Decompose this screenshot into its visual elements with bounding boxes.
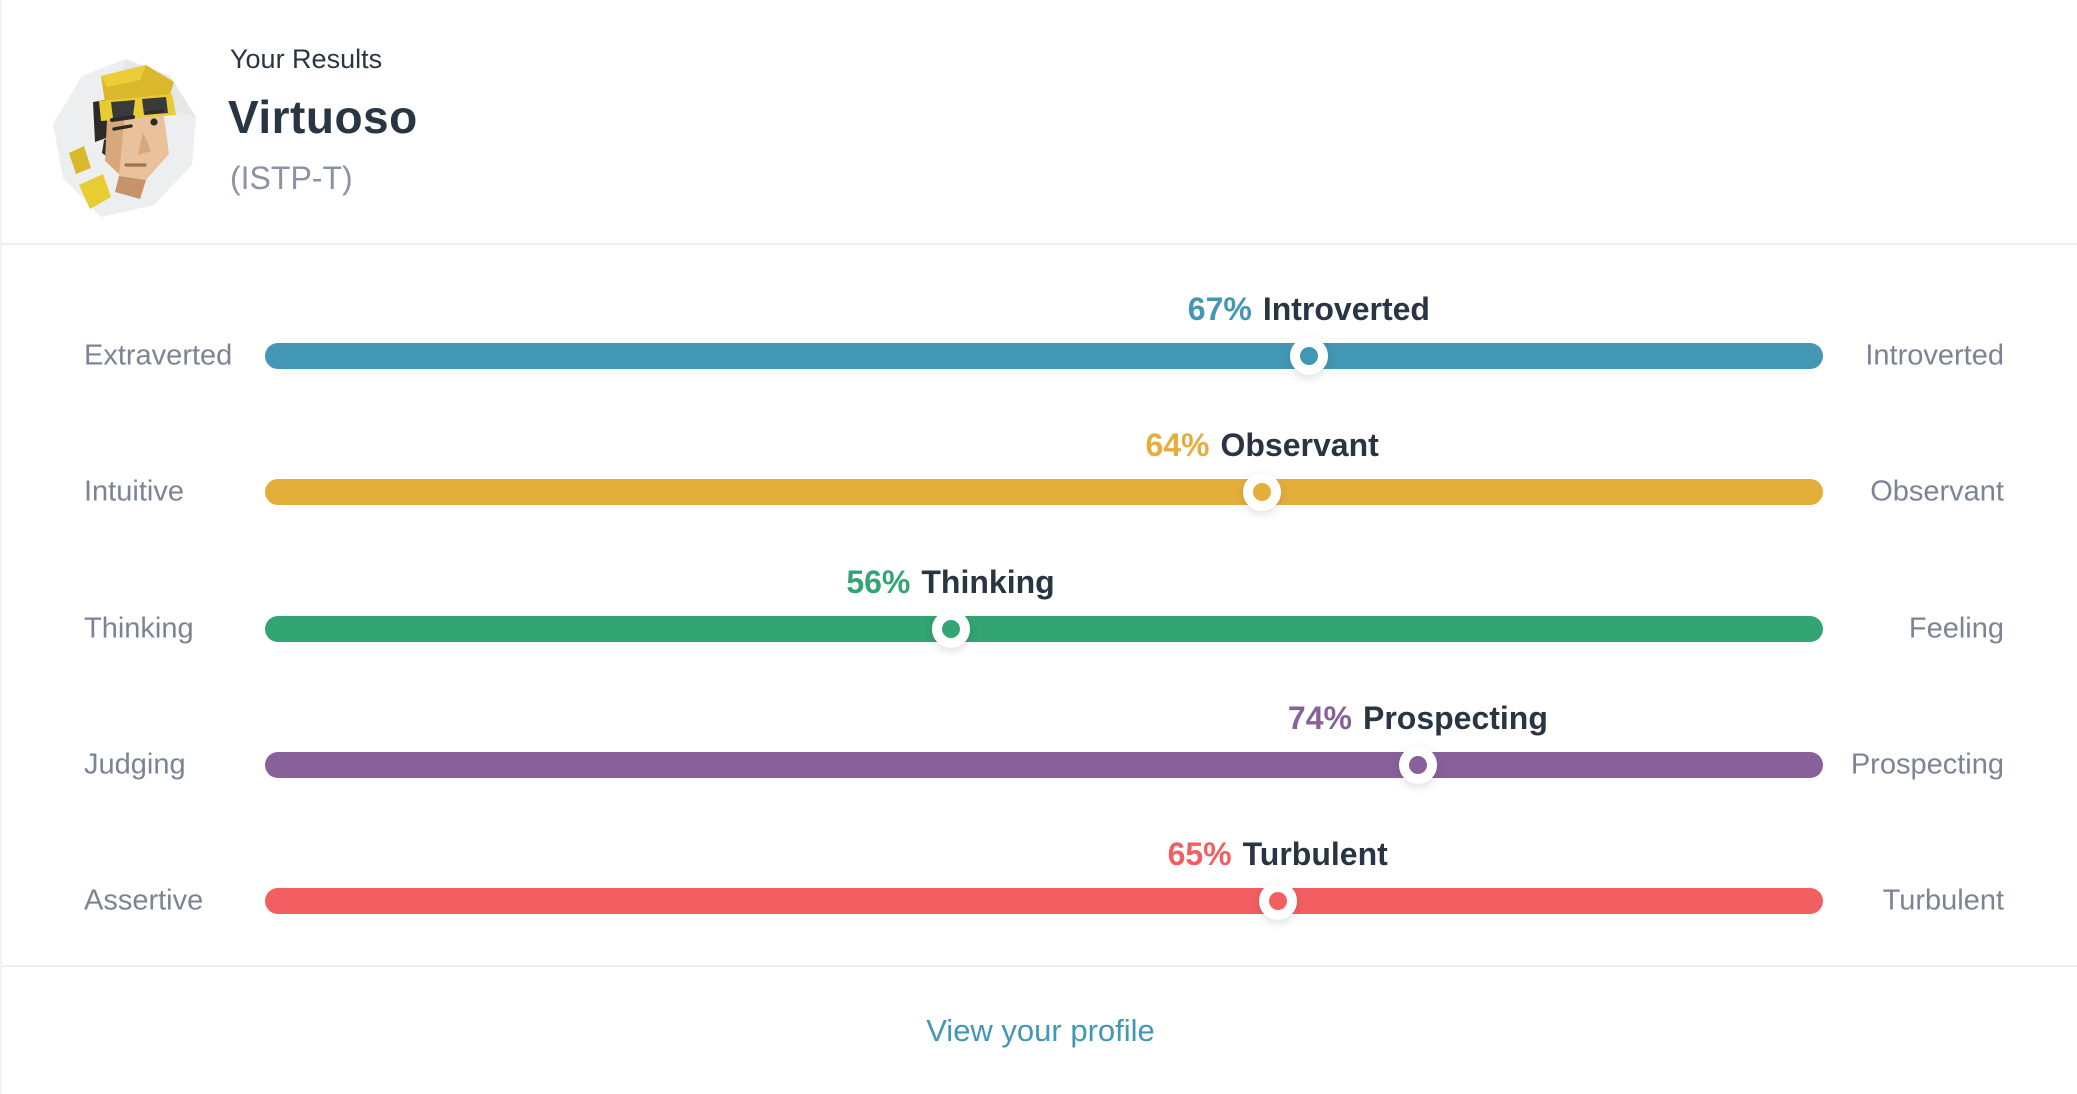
- trait-row: 67% Introverted Extraverted Introverted: [2, 288, 2077, 425]
- trait-bar: [265, 479, 1823, 505]
- virtuoso-avatar-illustration: [53, 59, 196, 217]
- slider-handle-icon[interactable]: [1243, 473, 1282, 511]
- trait-percent-label: 56% Thinking: [846, 561, 1054, 603]
- footer-divider: [2, 965, 2077, 967]
- trait-dominant-name: Turbulent: [1242, 836, 1388, 872]
- slider-handle-icon[interactable]: [1289, 337, 1328, 375]
- trait-percent-value: 64%: [1145, 427, 1210, 463]
- trait-bar: [265, 752, 1823, 778]
- trait-right-label: Feeling: [1908, 612, 2004, 645]
- trait-row: 74% Prospecting Judging Prospecting: [2, 697, 2077, 834]
- trait-percent-label: 74% Prospecting: [1288, 697, 1548, 739]
- trait-percent-value: 67%: [1187, 291, 1252, 327]
- trait-percent-label: 64% Observant: [1145, 424, 1378, 466]
- slider-handle-icon[interactable]: [1398, 746, 1437, 784]
- trait-right-label: Turbulent: [1882, 884, 2004, 917]
- trait-dominant-name: Thinking: [921, 564, 1055, 600]
- trait-right-label: Prospecting: [1850, 748, 2004, 781]
- trait-left-label: Thinking: [84, 612, 194, 645]
- trait-row: 56% Thinking Thinking Feeling: [2, 561, 2077, 698]
- trait-row: 65% Turbulent Assertive Turbulent: [2, 833, 2077, 970]
- trait-dominant-name: Observant: [1220, 427, 1379, 463]
- trait-left-label: Judging: [84, 748, 186, 781]
- trait-percent-label: 65% Turbulent: [1168, 833, 1388, 875]
- trait-row: 64% Observant Intuitive Observant: [2, 424, 2077, 561]
- trait-left-label: Assertive: [84, 884, 204, 917]
- trait-left-label: Extraverted: [84, 339, 233, 372]
- personality-code: (ISTP-T): [230, 160, 353, 196]
- slider-handle-icon[interactable]: [1258, 882, 1297, 920]
- header-divider: [2, 243, 2077, 245]
- trait-percent-label: 67% Introverted: [1188, 288, 1430, 330]
- personality-title: Virtuoso: [228, 91, 418, 143]
- trait-percent-value: 65%: [1167, 836, 1232, 872]
- trait-bar: [265, 888, 1823, 914]
- trait-percent-value: 56%: [846, 564, 911, 600]
- your-results-label: Your Results: [230, 44, 383, 74]
- trait-bar: [265, 616, 1823, 642]
- trait-bar: [265, 343, 1823, 369]
- results-footer: View your profile: [2, 967, 2077, 1094]
- trait-right-label: Introverted: [1865, 339, 2004, 372]
- virtuoso-avatar: [49, 56, 201, 226]
- trait-dominant-name: Prospecting: [1362, 700, 1548, 736]
- trait-left-label: Intuitive: [84, 475, 184, 508]
- trait-percent-value: 74%: [1287, 700, 1352, 736]
- trait-right-label: Observant: [1870, 475, 2004, 508]
- trait-dominant-name: Introverted: [1262, 291, 1430, 327]
- view-profile-link[interactable]: View your profile: [926, 1012, 1155, 1048]
- slider-handle-icon[interactable]: [931, 610, 970, 648]
